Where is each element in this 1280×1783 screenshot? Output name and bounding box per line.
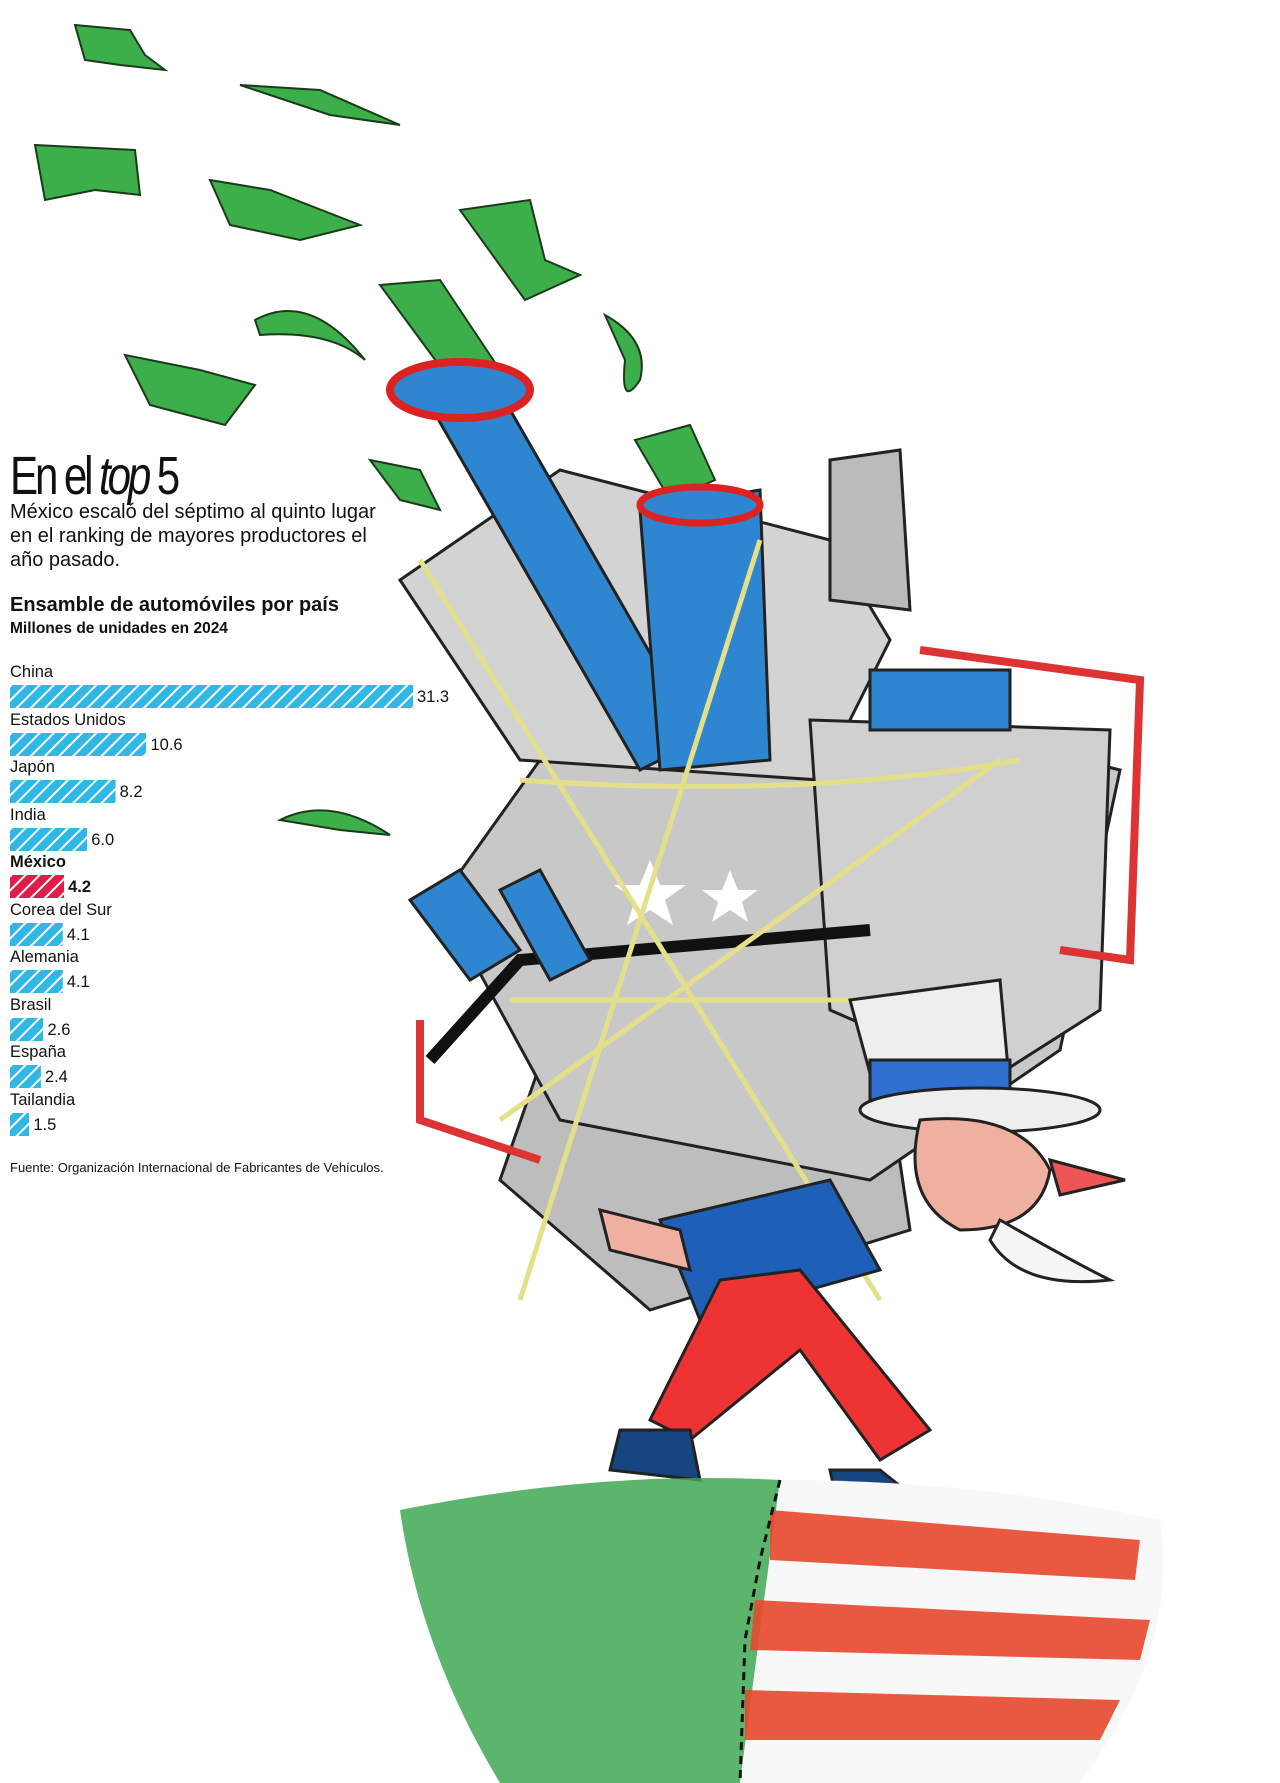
bar: [10, 1112, 30, 1136]
bar: [10, 780, 116, 803]
bar-row: Brasil 2.6: [10, 995, 470, 1043]
page-title: En el top 5: [10, 446, 180, 506]
chart-subtitle: Millones de unidades en 2024: [10, 620, 228, 637]
bar-row: Estados Unidos 10.6: [10, 710, 470, 758]
bar-row: Tailandia 1.5: [10, 1090, 470, 1138]
source-note: Fuente: Organización Internacional de Fa…: [10, 1160, 384, 1175]
value-label: 2.6: [47, 1020, 71, 1039]
bar: [10, 732, 147, 756]
chart-title: Ensamble de automóviles por país: [10, 594, 339, 616]
category-label: Brasil: [10, 995, 52, 1014]
bar-fill: [10, 780, 116, 803]
value-label: 8.2: [119, 783, 143, 801]
flying-money-bills: [33, 23, 717, 836]
value-label: 4.2: [68, 878, 91, 896]
bar-fill: [10, 875, 65, 898]
value-label: 2.4: [44, 1068, 68, 1086]
bar-row: Japón 8.2: [10, 757, 470, 805]
bar-row: España 2.4: [10, 1042, 470, 1090]
bar-fill: [10, 1017, 44, 1041]
bar-fill: [10, 685, 413, 708]
bar: [10, 1017, 44, 1041]
bar-fill: [10, 827, 88, 851]
value-label: 4.1: [66, 973, 90, 991]
value-label: 6.0: [91, 830, 115, 849]
ground-border: [400, 1478, 1164, 1783]
bar-fill: [10, 1065, 41, 1088]
category-label: Alemania: [10, 948, 79, 966]
title-italic: top: [98, 446, 151, 506]
bar-row: Corea del Sur 4.1: [10, 900, 470, 948]
bar-row: Alemania 4.1: [10, 947, 470, 995]
value-label: 31.3: [417, 688, 450, 706]
category-label: Corea del Sur: [10, 900, 112, 919]
bar: [10, 875, 65, 898]
bar: [10, 1065, 41, 1088]
category-label: India: [10, 805, 46, 824]
bar-fill: [10, 1112, 30, 1136]
bar: [10, 922, 63, 946]
bar-row: México 4.2: [10, 852, 470, 900]
bar: [10, 827, 88, 851]
value-label: 4.1: [66, 925, 90, 944]
bar-fill: [10, 970, 63, 993]
bar-fill: [10, 922, 63, 946]
value-label: 1.5: [33, 1115, 57, 1134]
bar-chart: China 31.3 Estados Unidos 10.6 Japón 8.2 India…: [10, 662, 470, 1137]
page-subtitle: México escaló del séptimo al quinto luga…: [10, 501, 376, 571]
title-text: En el: [10, 446, 99, 506]
category-label: Japón: [10, 758, 55, 776]
category-label: Estados Unidos: [10, 710, 126, 729]
value-label: 10.6: [150, 735, 183, 754]
category-label: España: [10, 1043, 66, 1061]
category-label: China: [10, 663, 54, 681]
title-number: 5: [148, 446, 180, 506]
category-label: Tailandia: [10, 1090, 76, 1109]
bar-row: China 31.3: [10, 662, 470, 710]
bar: [10, 685, 413, 708]
bar-row: India 6.0: [10, 805, 470, 853]
bar-fill: [10, 732, 147, 756]
category-label: México: [10, 853, 66, 871]
bar: [10, 970, 63, 993]
